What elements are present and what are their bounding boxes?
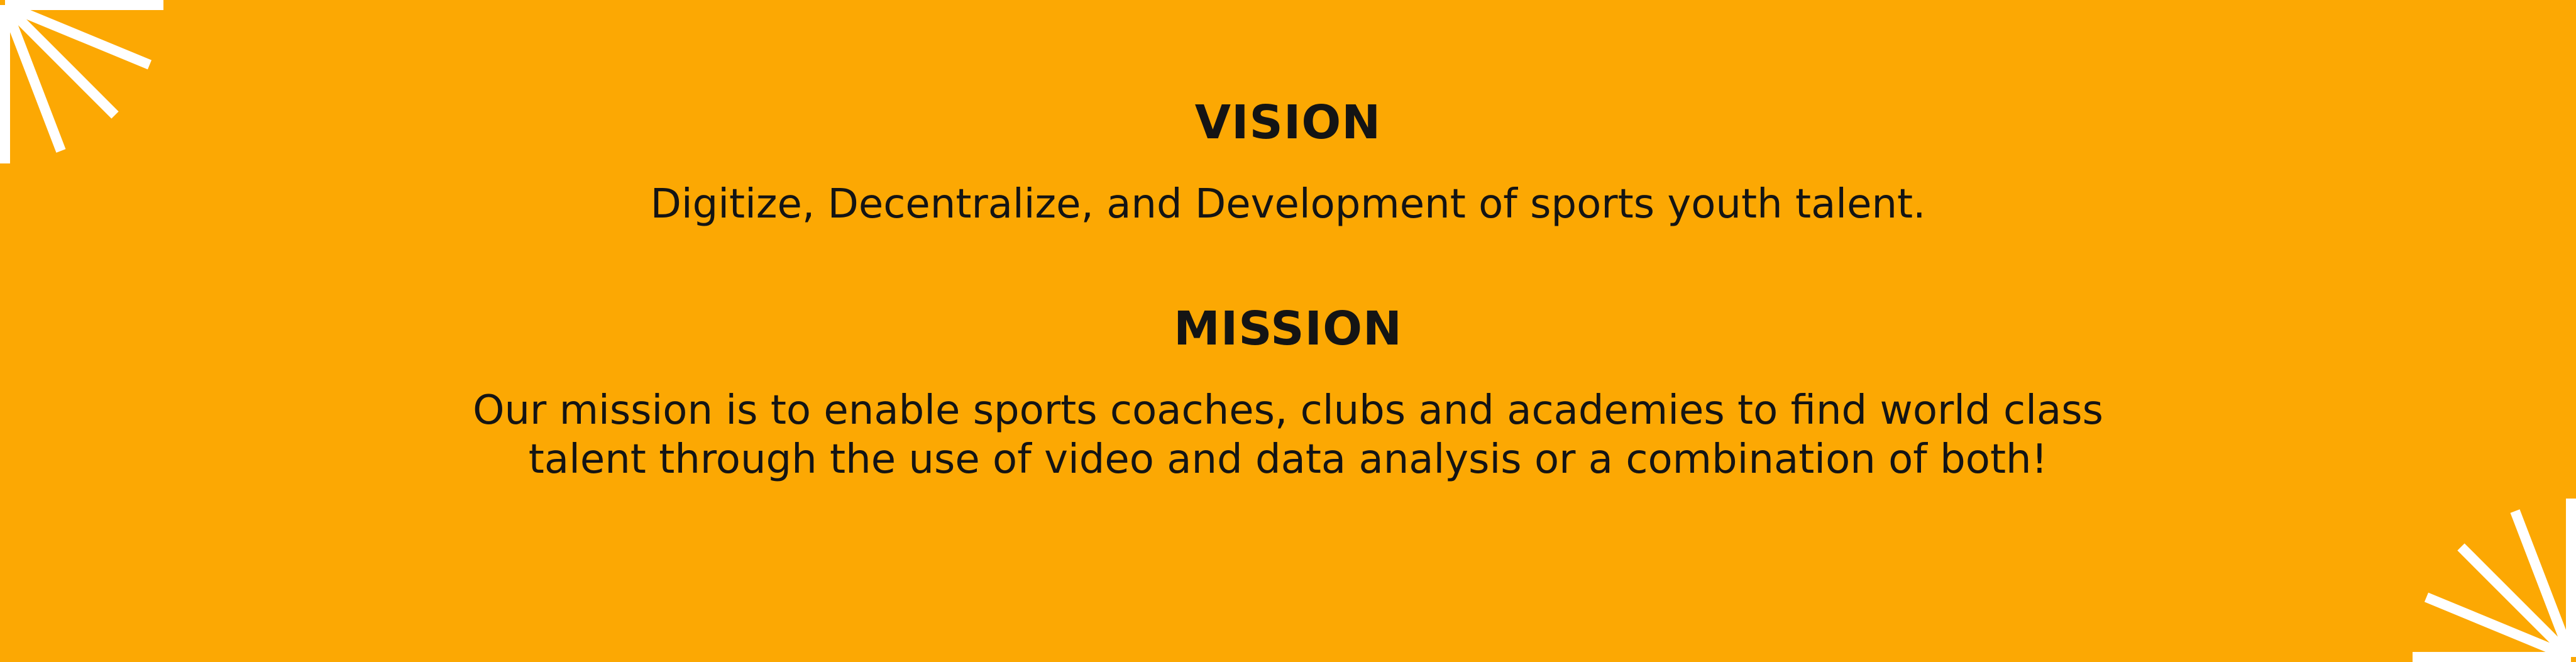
sunburst-ray xyxy=(2424,592,2573,662)
vision-heading: VISION xyxy=(1194,96,1382,150)
sunburst-ray xyxy=(2457,543,2575,661)
vision-statement: Digitize, Decentralize, and Development … xyxy=(650,181,1926,228)
sunburst-ray xyxy=(1,1,119,119)
mission-statement-line: Our mission is to enable sports coaches,… xyxy=(473,387,2103,434)
sunburst-icon xyxy=(2413,499,2576,662)
sunburst-ray xyxy=(0,3,66,153)
mission-statement-line: talent through the use of video and data… xyxy=(528,436,2048,483)
mission-statement: Our mission is to enable sports coaches,… xyxy=(0,386,2576,484)
sunburst-ray xyxy=(3,0,152,70)
sunburst-ray xyxy=(2510,509,2576,659)
sunburst-icon xyxy=(0,0,163,163)
mission-heading: MISSION xyxy=(1174,302,1402,356)
